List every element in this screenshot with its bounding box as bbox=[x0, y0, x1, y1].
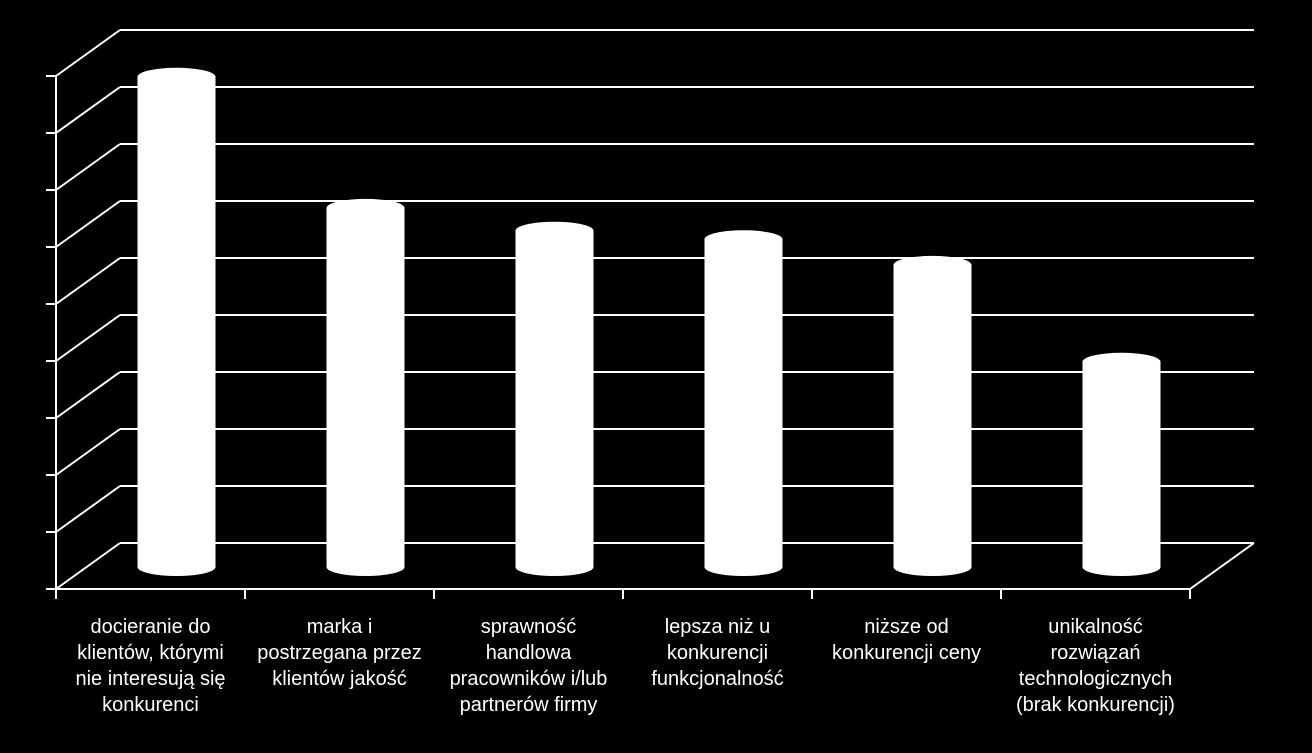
x-tick-label-line: pracowników i/lub bbox=[449, 668, 608, 690]
bar-top bbox=[326, 198, 405, 217]
gridline-side bbox=[55, 200, 121, 248]
x-tick-label-line: niższe od bbox=[864, 616, 949, 638]
bar-top bbox=[137, 67, 216, 86]
axis-layer bbox=[46, 75, 1255, 599]
bar-top bbox=[704, 230, 783, 249]
bar-body bbox=[1082, 361, 1161, 576]
bar bbox=[1082, 352, 1161, 576]
gridline-side bbox=[55, 86, 121, 134]
grid-layer bbox=[55, 29, 1254, 533]
x-tick-label-line: unikalność bbox=[1048, 616, 1143, 638]
x-tick-label-line: klientów jakość bbox=[272, 668, 407, 690]
gridline-side bbox=[55, 29, 121, 77]
bar bbox=[515, 221, 594, 576]
bar-body bbox=[515, 230, 594, 576]
x-tick-label: marka i postrzegana przez klientów jakość bbox=[247, 614, 433, 692]
gridline-side bbox=[55, 143, 121, 191]
bar bbox=[893, 255, 972, 576]
bar-body bbox=[704, 239, 783, 576]
x-tick-label: niższe od konkurencji ceny bbox=[814, 614, 1000, 666]
bar-top bbox=[1082, 352, 1161, 371]
gridline-side bbox=[55, 428, 121, 476]
x-tick-label-line: rozwiązań bbox=[1050, 642, 1141, 664]
bar-body bbox=[326, 207, 405, 576]
x-tick-label-line: technologicznych bbox=[1018, 668, 1173, 690]
bar-top bbox=[893, 255, 972, 274]
bar-body bbox=[137, 76, 216, 577]
x-tick-label-line: lepsza niż u bbox=[664, 616, 771, 638]
gridline-side bbox=[55, 371, 121, 419]
bar bbox=[704, 230, 783, 576]
x-tick-label-line: sprawność bbox=[480, 616, 577, 638]
bar bbox=[137, 67, 216, 577]
gridline-side bbox=[55, 257, 121, 305]
x-tick-label: docieranie do klientów, którymi nie intere… bbox=[58, 614, 244, 718]
x-tick-label-line: konkurenci bbox=[102, 694, 199, 716]
x-tick-label: sprawność handlowa pracowników i/lub partne… bbox=[436, 614, 622, 718]
bar-layer bbox=[137, 67, 1161, 577]
x-tick-label-line: funkcjonalność bbox=[651, 668, 784, 690]
floor-left-edge bbox=[55, 542, 121, 590]
x-tick-label-line: (brak konkurencji) bbox=[1016, 694, 1175, 716]
x-tick-label-line: konkurencji ceny bbox=[832, 642, 981, 664]
gridline-side bbox=[55, 485, 121, 533]
x-tick-label-line: handlowa bbox=[485, 642, 572, 664]
floor-right-edge bbox=[1189, 542, 1255, 590]
x-tick-label: unikalność rozwiązań technologicznych (brak… bbox=[1003, 614, 1189, 718]
x-tick-label-line: docieranie do bbox=[90, 616, 211, 638]
x-tick-label: lepsza niż u konkurencji funkcjonalność bbox=[625, 614, 811, 692]
x-tick-label-line: klientów, którymi bbox=[77, 642, 224, 664]
x-tick-label-line: nie interesują się bbox=[75, 668, 226, 690]
x-tick-label-line: konkurencji bbox=[666, 642, 769, 664]
bar-body bbox=[893, 264, 972, 576]
x-tick-label-line: partnerów firmy bbox=[459, 694, 598, 716]
gridline-side bbox=[55, 314, 121, 362]
x-tick-label-line: marka i bbox=[306, 616, 373, 638]
x-tick-label-line: postrzegana przez bbox=[257, 642, 422, 664]
bar bbox=[326, 198, 405, 576]
bar-top bbox=[515, 221, 594, 240]
